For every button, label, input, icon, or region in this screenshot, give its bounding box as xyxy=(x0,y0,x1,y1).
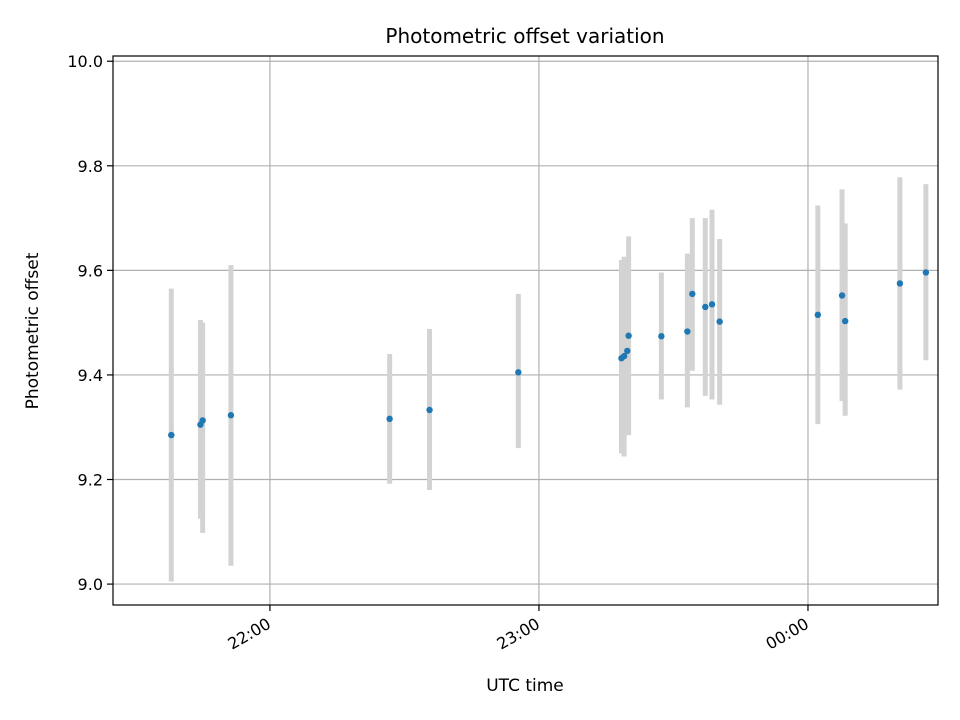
y-axis-label: Photometric offset xyxy=(23,252,43,409)
data-point xyxy=(708,301,716,308)
y-tick-label: 9.0 xyxy=(78,575,103,594)
data-point xyxy=(624,347,631,355)
data-point xyxy=(841,317,849,325)
y-tick-label: 9.4 xyxy=(78,366,103,385)
data-point xyxy=(838,292,846,299)
y-tick-label: 10.0 xyxy=(67,52,103,71)
grid xyxy=(113,56,938,605)
plot-frame xyxy=(112,55,939,606)
data-points xyxy=(168,269,930,439)
data-point xyxy=(199,417,206,424)
data-point xyxy=(620,352,628,360)
x-axis-label: UTC time xyxy=(486,676,564,696)
data-point xyxy=(227,412,235,419)
data-point xyxy=(386,415,393,423)
data-point xyxy=(426,406,433,414)
data-point xyxy=(716,318,723,325)
y-axis-ticks: 9.0 9.2 9.4 9.6 9.8 10.0 xyxy=(67,52,113,594)
data-point xyxy=(625,332,632,339)
y-tick-label: 9.2 xyxy=(78,471,103,490)
data-point xyxy=(814,311,822,319)
data-point xyxy=(515,369,522,376)
chart-title: Photometric offset variation xyxy=(385,24,664,48)
y-tick-label: 9.8 xyxy=(78,157,103,176)
data-point xyxy=(168,431,175,439)
data-point xyxy=(689,290,696,298)
y-tick-label: 9.6 xyxy=(78,261,103,280)
data-point xyxy=(684,328,691,335)
data-point xyxy=(896,280,904,287)
data-point xyxy=(702,303,709,311)
data-point xyxy=(922,269,930,276)
data-point xyxy=(658,333,665,340)
